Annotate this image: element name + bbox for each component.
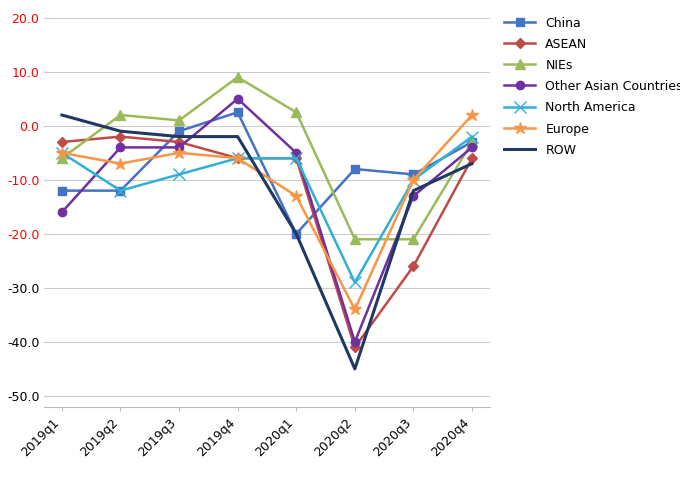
Line: NIEs: NIEs — [57, 72, 477, 244]
Legend: China, ASEAN, NIEs, Other Asian Countries, North America, Europe, ROW: China, ASEAN, NIEs, Other Asian Countrie… — [500, 13, 680, 160]
Other Asian Countries — [409, 193, 418, 199]
Other Asian Countries — [292, 150, 301, 156]
ASEAN — [233, 155, 241, 161]
Line: China: China — [58, 108, 476, 238]
NIEs — [175, 118, 183, 124]
NIEs — [468, 139, 476, 145]
ASEAN — [409, 263, 418, 269]
Line: ROW: ROW — [62, 115, 472, 369]
ROW — [175, 133, 183, 139]
North America — [409, 177, 418, 183]
ASEAN — [58, 139, 66, 145]
Line: Other Asian Countries: Other Asian Countries — [58, 95, 476, 346]
North America — [58, 150, 66, 156]
ROW — [58, 112, 66, 118]
NIEs — [409, 236, 418, 242]
ROW — [292, 231, 301, 237]
Europe — [292, 193, 301, 199]
North America — [292, 155, 301, 161]
Other Asian Countries — [116, 144, 124, 150]
Other Asian Countries — [175, 144, 183, 150]
Europe — [351, 307, 359, 312]
NIEs — [351, 236, 359, 242]
Other Asian Countries — [468, 144, 476, 150]
North America — [116, 187, 124, 193]
Europe — [175, 150, 183, 156]
ROW — [233, 133, 241, 139]
Line: Europe: Europe — [56, 109, 478, 316]
ROW — [409, 187, 418, 193]
Europe — [468, 112, 476, 118]
North America — [175, 172, 183, 178]
ASEAN — [351, 344, 359, 350]
Europe — [116, 161, 124, 167]
North America — [233, 155, 241, 161]
ROW — [468, 161, 476, 167]
Line: ASEAN: ASEAN — [58, 133, 475, 351]
Other Asian Countries — [233, 96, 241, 102]
China — [233, 109, 241, 115]
China — [116, 187, 124, 193]
North America — [351, 279, 359, 285]
ROW — [351, 366, 359, 372]
NIEs — [292, 109, 301, 115]
ASEAN — [116, 133, 124, 139]
NIEs — [233, 74, 241, 80]
ASEAN — [292, 155, 301, 161]
ASEAN — [175, 139, 183, 145]
Line: North America: North America — [56, 131, 477, 288]
Other Asian Countries — [58, 209, 66, 215]
China — [468, 139, 476, 145]
China — [409, 172, 418, 178]
Europe — [233, 155, 241, 161]
China — [351, 166, 359, 172]
China — [292, 231, 301, 237]
China — [175, 128, 183, 134]
China — [58, 187, 66, 193]
Other Asian Countries — [351, 339, 359, 345]
Europe — [58, 150, 66, 156]
North America — [468, 133, 476, 139]
ASEAN — [468, 155, 476, 161]
Europe — [409, 177, 418, 183]
ROW — [116, 128, 124, 134]
NIEs — [58, 155, 66, 161]
NIEs — [116, 112, 124, 118]
